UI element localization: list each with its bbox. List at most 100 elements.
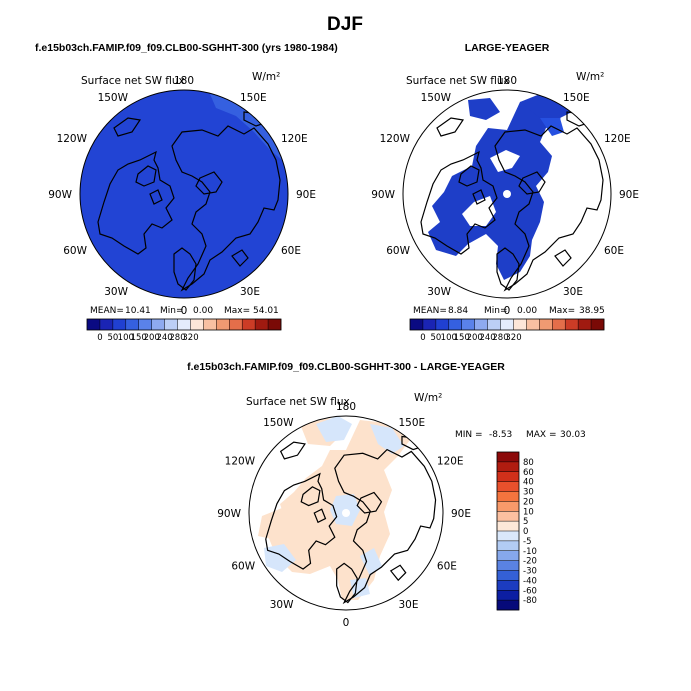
colorbar-swatch [164, 319, 178, 330]
lon-label-90w: 90W [48, 189, 72, 201]
colorbar-swatch [565, 319, 579, 330]
lon-label-150w: 150W [98, 92, 129, 104]
colorbar-tick-label: 60 [523, 468, 534, 478]
colorbar-swatch [578, 319, 592, 330]
colorbar-swatch [591, 319, 605, 330]
panel-obs-min-value: 0.00 [517, 306, 537, 316]
colorbar-tick-label: 0 [523, 527, 528, 537]
lon-label-0: 0 [181, 305, 188, 317]
panel-diff-stats: MIN = -8.53 MAX = 30.03 [455, 430, 586, 440]
colorbar-tick-label: -60 [523, 586, 537, 596]
panel-model-mean-value: 10.41 [125, 306, 151, 316]
panel-model-units: W/m² [252, 71, 280, 83]
colorbar-swatch [497, 580, 519, 591]
colorbar-tick-label: 0 [420, 333, 425, 343]
panel-model-mean-label: MEAN= [90, 306, 124, 316]
lon-label-30w: 30W [427, 286, 451, 298]
lon-label-30e: 30E [399, 599, 419, 611]
colorbar-tick-label: 100 [441, 333, 457, 343]
panel-diff-field-label: Surface net SW flux [246, 396, 350, 408]
lon-label-30w: 30W [104, 286, 128, 298]
panel-model-max-value: 54.01 [253, 306, 279, 316]
colorbar-swatch [87, 319, 101, 330]
lon-label-60w: 60W [231, 561, 255, 573]
panel-obs-title: LARGE-YEAGER [465, 42, 550, 54]
lon-label-0: 0 [343, 617, 350, 629]
colorbar-tick-label: -80 [523, 596, 537, 606]
colorbar-tick-label: 5 [523, 517, 528, 527]
lon-label-60e: 60E [281, 245, 301, 257]
colorbar-swatch [487, 319, 501, 330]
panel-diff-pole-hole [342, 509, 350, 517]
lon-label-30w: 30W [270, 599, 294, 611]
panel-diff-min-value: -8.53 [489, 430, 512, 440]
lon-label-60w: 60W [386, 245, 410, 257]
colorbar-tick-label: 200 [144, 333, 160, 343]
panel-diff-field-negative2 [370, 424, 404, 454]
lon-label-90e: 90E [451, 508, 471, 520]
colorbar-swatch [229, 319, 243, 330]
panel-obs-field-label: Surface net SW flux [406, 75, 510, 87]
panel-model-field-label: Surface net SW flux [81, 75, 185, 87]
panel-obs-lon-labels: 180 150E 120E 90E 60E 30E 0 30W 60W 90W 120W 150W [371, 75, 639, 317]
colorbar-swatch [190, 319, 204, 330]
lon-label-90w: 90W [371, 189, 395, 201]
colorbar-tick-label: 200 [467, 333, 483, 343]
lon-label-180: 180 [336, 401, 356, 413]
colorbar-tick-label: 280 [492, 333, 508, 343]
panel-diff-map [249, 416, 443, 610]
colorbar-tick-label: 10 [523, 507, 534, 517]
colorbar-tick-label: 320 [505, 333, 521, 343]
panel-model-map [80, 90, 288, 298]
colorbar-swatch [435, 319, 450, 330]
panel-diff-title: f.e15b03ch.FAMIP.f09_f09.CLB00-SGHHT-300… [187, 361, 505, 373]
panel-obs-mean-label: MEAN= [413, 306, 447, 316]
panel-model-boundary [79, 89, 289, 299]
colorbar-swatch [497, 521, 519, 532]
panel-obs-stats: MEAN= 8.84 Min= 0.00 Max= 38.95 [413, 306, 605, 316]
lon-label-120w: 120W [57, 133, 88, 145]
panel-obs-max-value: 38.95 [579, 306, 605, 316]
colorbar-tick-label: 30 [523, 488, 534, 498]
colorbar-swatch [497, 461, 519, 473]
colorbar-swatch [422, 319, 437, 330]
colorbar-swatch [497, 531, 519, 542]
lon-label-30e: 30E [563, 286, 583, 298]
panel-diff-max-value: 30.03 [560, 430, 586, 440]
colorbar-swatch [268, 319, 282, 330]
lon-label-90e: 90E [619, 189, 639, 201]
colorbar-tick-label: -40 [523, 576, 537, 586]
panel-model-min-value: 0.00 [193, 306, 213, 316]
lon-label-60e: 60E [437, 561, 457, 573]
colorbar-swatch [461, 319, 475, 330]
colorbar-tick-label: 80 [523, 458, 534, 468]
colorbar-tick-label: -5 [523, 537, 531, 547]
colorbar-swatch [497, 560, 519, 571]
lon-label-180: 180 [174, 75, 194, 87]
lon-label-150e: 150E [240, 92, 267, 104]
lon-label-120e: 120E [604, 133, 631, 145]
colorbar-swatch [125, 319, 140, 330]
panel-model-title: f.e15b03ch.FAMIP.f09_f09.CLB00-SGHHT-300… [35, 42, 338, 54]
colorbar-swatch [500, 319, 514, 330]
panel-model: f.e15b03ch.FAMIP.f09_f09.CLB00-SGHHT-300… [35, 42, 338, 343]
panel-obs-boundary [402, 89, 612, 299]
colorbar-tick-label: 0 [97, 333, 102, 343]
panel-obs: LARGE-YEAGER Surface net SW flux W/m² 18… [371, 42, 639, 343]
panel-diff-field-negative1 [316, 416, 352, 442]
colorbar-swatch [255, 319, 269, 330]
colorbar-swatch [552, 319, 566, 330]
colorbar-tick-label: 240 [156, 333, 172, 343]
panel-diff-min-label: MIN = [455, 430, 483, 440]
colorbar-swatch [151, 319, 165, 330]
lon-label-60w: 60W [63, 245, 87, 257]
colorbar-swatch [539, 319, 553, 330]
panel-diff: f.e15b03ch.FAMIP.f09_f09.CLB00-SGHHT-300… [187, 361, 586, 629]
panel-obs-field-arm1 [468, 98, 500, 120]
colorbar-tick-label: 50 [107, 333, 118, 343]
colorbar-swatch [138, 319, 152, 330]
colorbar-tick-label: 50 [430, 333, 441, 343]
colorbar-swatch [497, 540, 519, 552]
colorbar-tick-label: 320 [182, 333, 198, 343]
